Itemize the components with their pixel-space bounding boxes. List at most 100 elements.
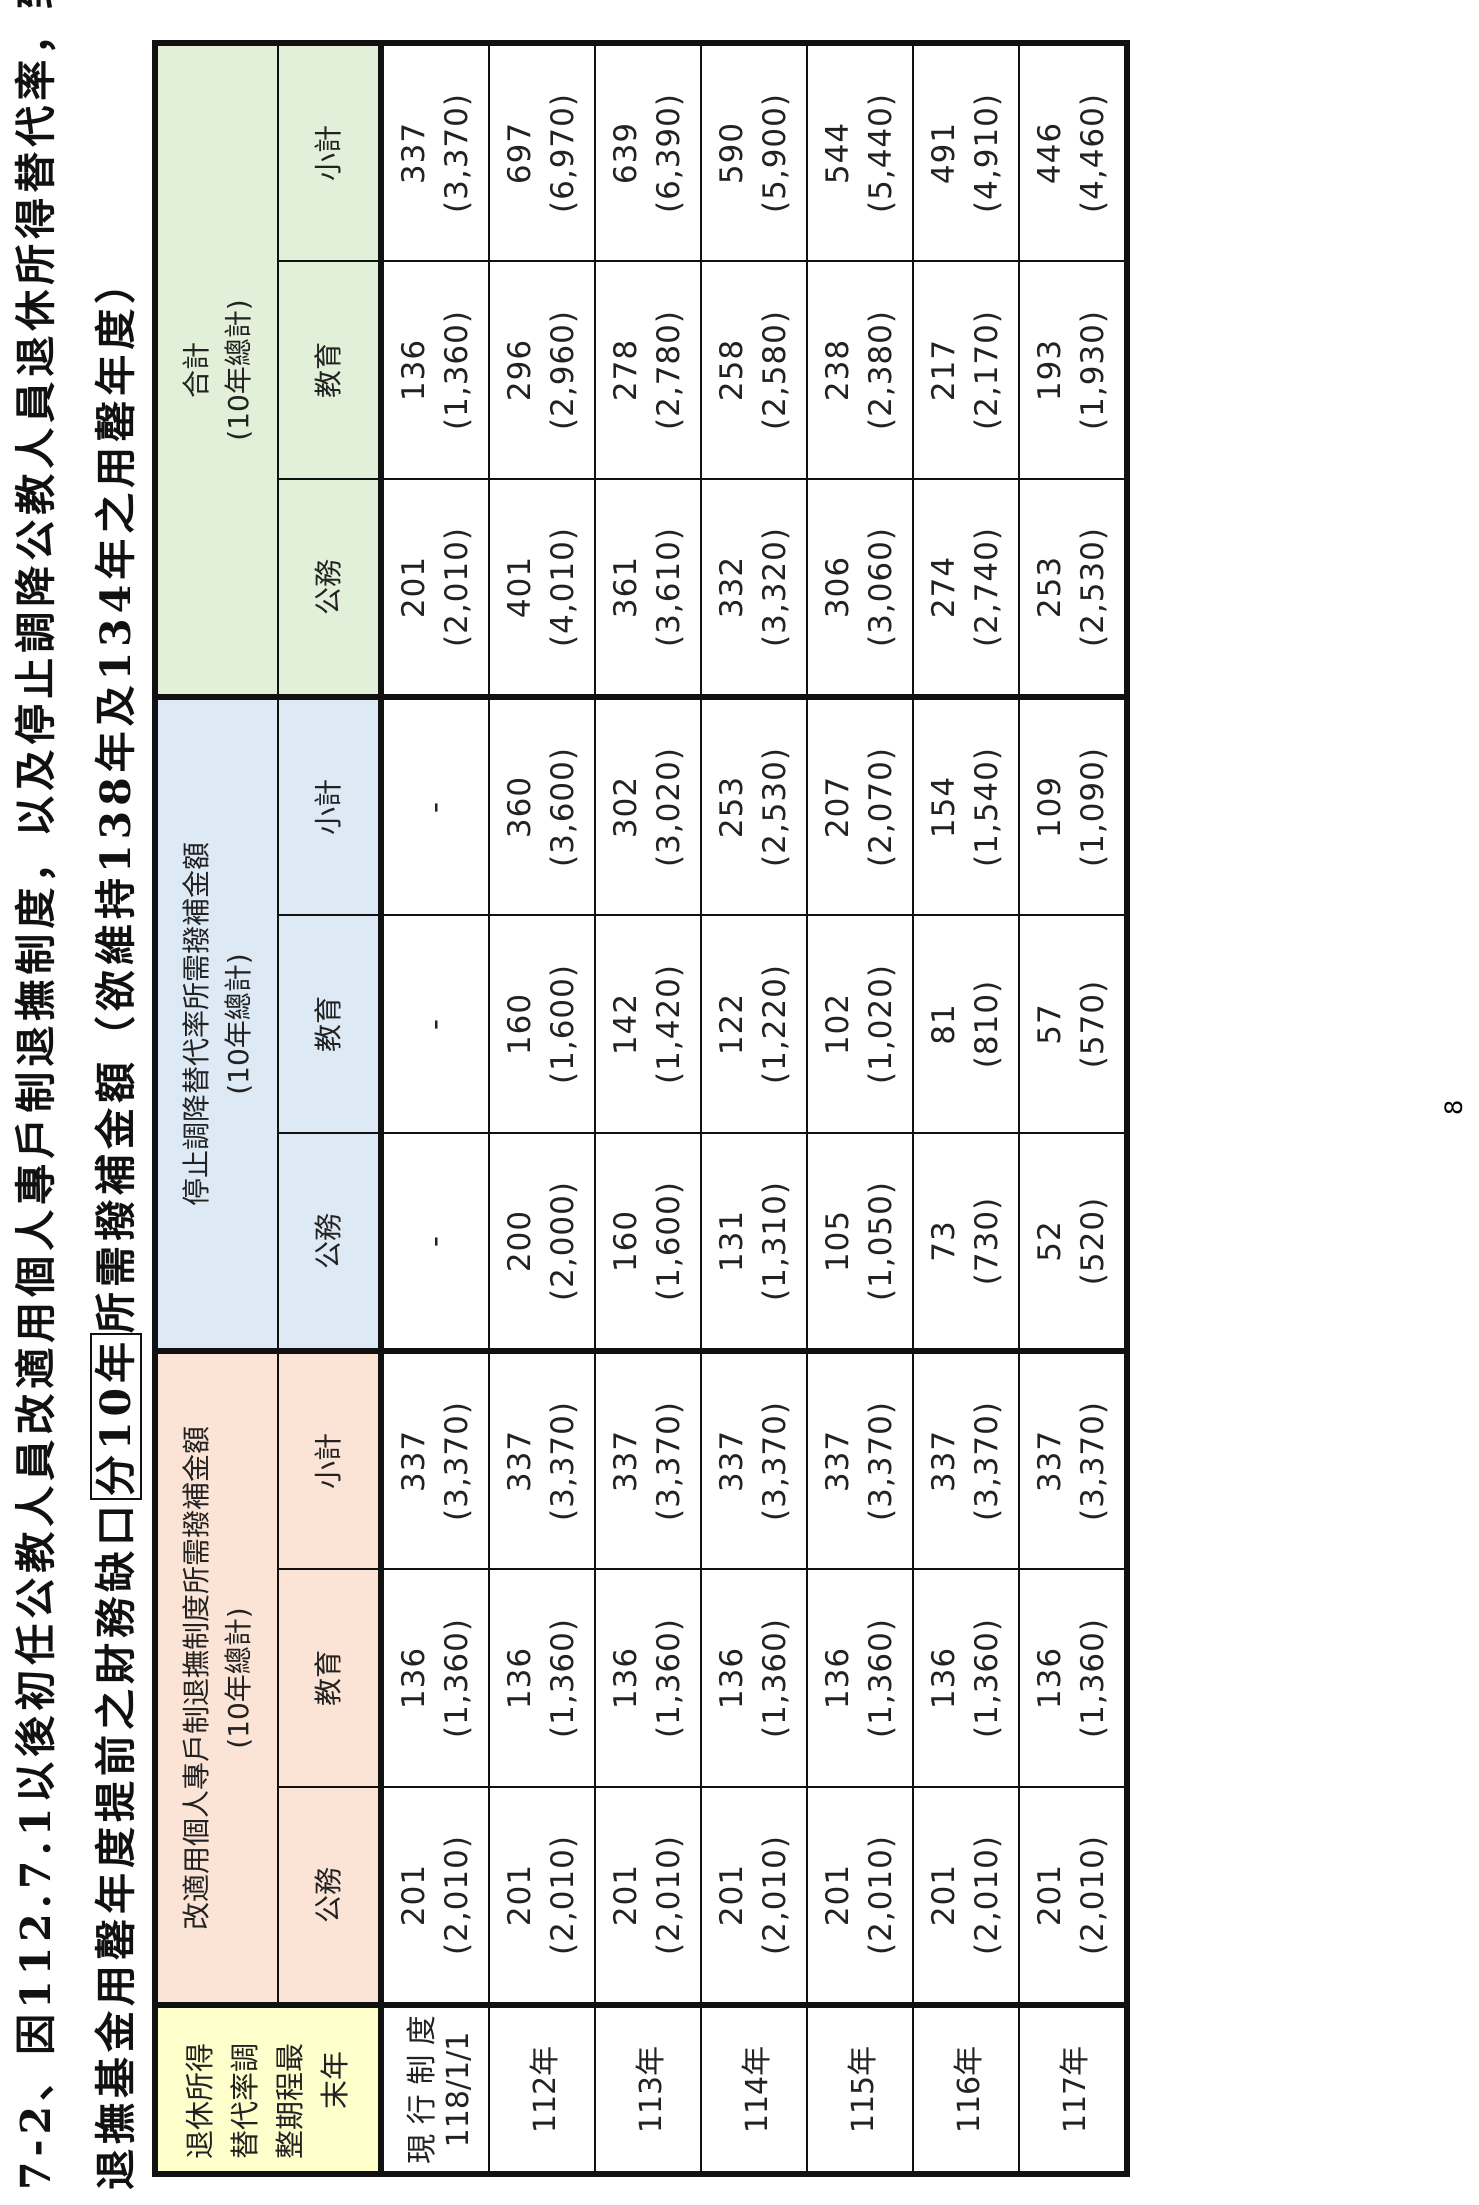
annual-amount: 136 bbox=[607, 1646, 644, 1710]
data-cell: 52 (520) bbox=[1019, 1133, 1127, 1351]
annual-amount: 491 bbox=[925, 121, 962, 185]
data-cell: 136 (1,360) bbox=[807, 1569, 913, 1787]
ten-year-total: (810) bbox=[969, 979, 1005, 1069]
ten-year-total: (3,370) bbox=[863, 1401, 899, 1521]
ten-year-total: (2,530) bbox=[757, 747, 793, 867]
annual-amount: 142 bbox=[607, 992, 644, 1056]
data-cell: 136 (1,360) bbox=[1019, 1569, 1127, 1787]
data-cell: 337 (3,370) bbox=[381, 1351, 489, 1569]
data-cell: 302 (3,020) bbox=[595, 697, 701, 915]
title-line-2: 退撫基金用罄年度提前之財務缺口分10年所需撥補金額（欲維持138年及134年之用… bbox=[82, 258, 142, 2190]
annual-amount: 401 bbox=[501, 555, 538, 619]
ten-year-total: (3,610) bbox=[651, 527, 687, 647]
annual-amount: 217 bbox=[925, 338, 962, 402]
row-label-text: 112年 bbox=[528, 2045, 563, 2134]
annual-amount: 122 bbox=[713, 992, 750, 1056]
data-cell: 122 (1,220) bbox=[701, 915, 807, 1133]
data-cell: - bbox=[381, 1133, 489, 1351]
annual-amount: 201 bbox=[819, 1863, 856, 1927]
annual-amount: 201 bbox=[395, 555, 432, 619]
ten-year-total: (2,010) bbox=[651, 1835, 687, 1955]
annual-amount: 337 bbox=[925, 1429, 962, 1493]
annual-amount: 160 bbox=[607, 1209, 644, 1273]
annual-amount: 590 bbox=[713, 121, 750, 185]
group-header-total: 合計 (10年總計) bbox=[155, 43, 278, 697]
data-cell: 105 (1,050) bbox=[807, 1133, 913, 1351]
data-cell: 142 (1,420) bbox=[595, 915, 701, 1133]
ten-year-total: (1,050) bbox=[863, 1181, 899, 1301]
data-cell: 401 (4,010) bbox=[489, 479, 595, 697]
annual-amount: 136 bbox=[501, 1646, 538, 1710]
table-row: 116年 201 (2,010) 136 (1,360) 337 (3,370) 73 (730… bbox=[913, 43, 1019, 2174]
annual-amount: 278 bbox=[607, 338, 644, 402]
data-cell: 201 (2,010) bbox=[1019, 1787, 1127, 2005]
data-cell: 193 (1,930) bbox=[1019, 261, 1127, 479]
row-label-text: 117年 bbox=[1058, 2045, 1093, 2134]
data-cell: 337 (3,370) bbox=[807, 1351, 913, 1569]
ten-year-total: (1,360) bbox=[651, 1618, 687, 1738]
annual-amount: - bbox=[417, 1017, 454, 1031]
data-cell: 57 (570) bbox=[1019, 915, 1127, 1133]
group-sub-label: (10年總計) bbox=[221, 1607, 255, 1749]
annual-amount: 201 bbox=[501, 1863, 538, 1927]
corner-header: 退休所得 替代率調 整期程最 末年 bbox=[155, 2005, 381, 2174]
ten-year-total: (2,780) bbox=[651, 310, 687, 430]
data-cell: 136 (1,360) bbox=[595, 1569, 701, 1787]
annual-amount: 296 bbox=[501, 338, 538, 402]
annual-amount: 361 bbox=[607, 555, 644, 619]
annual-amount: 81 bbox=[925, 1003, 962, 1045]
ten-year-total: (1,360) bbox=[969, 1618, 1005, 1738]
annual-amount: 102 bbox=[819, 992, 856, 1056]
annual-amount: 337 bbox=[713, 1429, 750, 1493]
data-cell: 238 (2,380) bbox=[807, 261, 913, 479]
ten-year-total: (730) bbox=[969, 1196, 1005, 1286]
annual-amount: 200 bbox=[501, 1209, 538, 1273]
annual-amount: 193 bbox=[1031, 338, 1068, 402]
annual-amount: 337 bbox=[501, 1429, 538, 1493]
row-label-text: 現 行 制 度 bbox=[404, 2015, 440, 2164]
ten-year-total: (3,370) bbox=[1075, 1401, 1111, 1521]
annual-amount: 253 bbox=[1031, 555, 1068, 619]
ten-year-total: (2,580) bbox=[757, 310, 793, 430]
data-cell: 201 (2,010) bbox=[701, 1787, 807, 2005]
ten-year-total: (1,540) bbox=[969, 747, 1005, 867]
ten-year-total: (1,360) bbox=[1075, 1618, 1111, 1738]
annual-amount: - bbox=[417, 800, 454, 814]
ten-year-total: (2,010) bbox=[969, 1835, 1005, 1955]
table-row: 114年 201 (2,010) 136 (1,360) 337 (3,370) 131 (1,… bbox=[701, 43, 807, 2174]
annual-amount: 201 bbox=[1031, 1863, 1068, 1927]
data-cell: 296 (2,960) bbox=[489, 261, 595, 479]
annual-amount: 131 bbox=[713, 1209, 750, 1273]
data-cell: 337 (3,370) bbox=[489, 1351, 595, 1569]
data-cell: 136 (1,360) bbox=[913, 1569, 1019, 1787]
ten-year-total: (3,370) bbox=[545, 1401, 581, 1521]
ten-year-total: (2,740) bbox=[969, 527, 1005, 647]
ten-year-total: (2,010) bbox=[439, 527, 475, 647]
ten-year-total: (3,060) bbox=[863, 527, 899, 647]
ten-year-total: (3,600) bbox=[545, 747, 581, 867]
annual-amount: 201 bbox=[925, 1863, 962, 1927]
annual-amount: 337 bbox=[395, 121, 432, 185]
data-cell: 337 (3,370) bbox=[701, 1351, 807, 1569]
ten-year-total: (1,360) bbox=[439, 1618, 475, 1738]
column-header: 小計 bbox=[278, 697, 381, 915]
data-cell: 201 (2,010) bbox=[489, 1787, 595, 2005]
table-row: 115年 201 (2,010) 136 (1,360) 337 (3,370) 105 (1,… bbox=[807, 43, 913, 2174]
ten-year-total: (1,220) bbox=[757, 964, 793, 1084]
data-cell: 160 (1,600) bbox=[595, 1133, 701, 1351]
annual-amount: 360 bbox=[501, 775, 538, 839]
ten-year-total: (520) bbox=[1075, 1196, 1111, 1286]
ten-year-total: (2,380) bbox=[863, 310, 899, 430]
data-cell: 201 (2,010) bbox=[913, 1787, 1019, 2005]
ten-year-total: (1,600) bbox=[651, 1181, 687, 1301]
annual-amount: 73 bbox=[925, 1220, 962, 1262]
annual-amount: 136 bbox=[713, 1646, 750, 1710]
data-cell: 217 (2,170) bbox=[913, 261, 1019, 479]
data-cell: 136 (1,360) bbox=[489, 1569, 595, 1787]
ten-year-total: (2,010) bbox=[439, 1835, 475, 1955]
group-header-personal-account: 改適用個人專戶制退撫制度所需撥補金額 (10年總計) bbox=[155, 1351, 278, 2005]
column-header: 教育 bbox=[278, 261, 381, 479]
ten-year-total: (3,320) bbox=[757, 527, 793, 647]
data-cell: 253 (2,530) bbox=[1019, 479, 1127, 697]
annual-amount: 238 bbox=[819, 338, 856, 402]
